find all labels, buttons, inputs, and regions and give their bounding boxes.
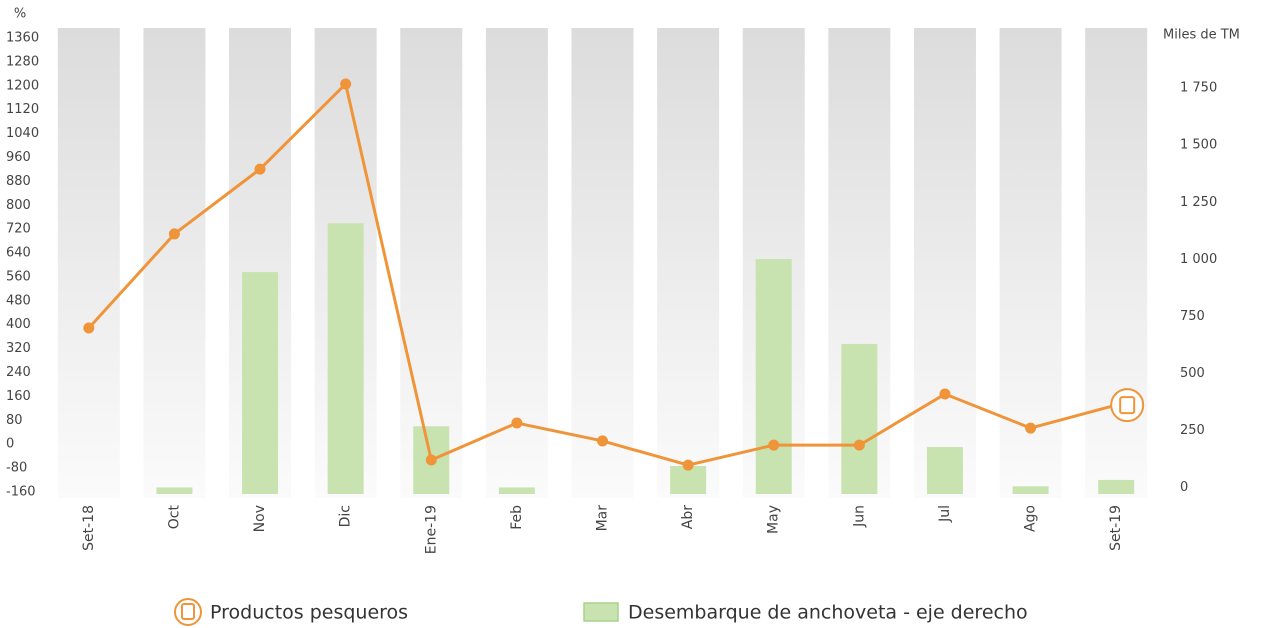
x-tick-label: Set-18 [81, 505, 97, 551]
x-tick-label: Ago [1023, 505, 1039, 532]
x-tick-label: Abr [680, 505, 696, 529]
x-tick-label: Jun [851, 505, 867, 528]
y2-tick-label: 500 [1180, 366, 1205, 381]
y2-tick-label: 1 250 [1180, 195, 1217, 210]
bar [926, 447, 963, 494]
legend-icon [583, 602, 619, 622]
bar [242, 272, 279, 494]
x-tick-label: Jul [937, 505, 953, 523]
column-background [143, 28, 206, 498]
y-tick-label: 1360 [6, 31, 39, 46]
bar [670, 465, 707, 494]
x-tick-label: Nov [252, 505, 268, 532]
column-background [400, 28, 463, 498]
point [939, 388, 951, 400]
y-tick-label: 720 [6, 222, 31, 237]
end-marker [1110, 388, 1145, 423]
point [340, 78, 352, 90]
point [682, 459, 694, 471]
point [597, 435, 608, 447]
legend-label: Desembarque de anchoveta - eje derecho [628, 602, 1028, 624]
y-tick-label: 560 [6, 269, 31, 284]
y2-tick-label: 250 [1180, 423, 1205, 438]
y2-axis-label: Miles de TM [1163, 28, 1240, 43]
point [853, 439, 865, 451]
point [168, 228, 180, 240]
point [511, 417, 523, 429]
x-tick-label: May [766, 505, 782, 534]
point [1025, 422, 1037, 434]
legend-label: Productos pesqueros [210, 602, 408, 624]
y-tick-label: 640 [6, 246, 31, 261]
y-tick-label: 1040 [6, 126, 39, 141]
y2-tick-label: 1 750 [1180, 81, 1217, 96]
x-tick-label: Mar [595, 505, 611, 532]
column-backgrounds [57, 28, 1148, 498]
x-tick-label: Dic [338, 505, 354, 527]
point [83, 322, 95, 334]
y-tick-label: 80 [6, 413, 23, 428]
bar [327, 223, 364, 494]
y-tick-label: 320 [6, 341, 31, 356]
y-tick-label: 1280 [6, 54, 39, 69]
bar [156, 487, 193, 494]
y-axis-label: % [14, 7, 26, 22]
point [425, 454, 437, 466]
y2-tick-label: 0 [1180, 480, 1188, 495]
y-tick-label: 1200 [6, 78, 39, 93]
y-tick-label: 0 [6, 437, 14, 452]
x-tick-label: Set-19 [1108, 505, 1124, 551]
column-background [1085, 28, 1148, 498]
y-tick-label: 1120 [6, 102, 39, 117]
y-tick-label: -80 [6, 461, 27, 476]
y-tick-label: -160 [6, 485, 36, 500]
y2-tick-label: 750 [1180, 309, 1205, 324]
y-tick-label: 880 [6, 174, 31, 189]
bar [1098, 479, 1135, 494]
bar [1012, 486, 1049, 494]
bar [498, 487, 535, 494]
column-background [571, 28, 634, 498]
point [768, 439, 780, 451]
column-background [913, 28, 976, 498]
y-tick-label: 400 [6, 317, 31, 332]
legend-icon [174, 598, 202, 626]
x-tick-label: Feb [509, 505, 525, 530]
x-tick-label: Ene-19 [423, 505, 439, 554]
can-icon [1119, 396, 1136, 415]
y-tick-label: 240 [6, 365, 31, 380]
y-tick-label: 960 [6, 150, 31, 165]
bar [841, 343, 878, 494]
x-tick-label: Oct [166, 505, 182, 530]
y2-tick-label: 1 500 [1180, 138, 1217, 153]
y-tick-label: 480 [6, 293, 31, 308]
point [254, 163, 266, 175]
legend-icon-inner [181, 603, 195, 620]
y-tick-label: 160 [6, 389, 31, 404]
y-tick-label: 800 [6, 198, 31, 213]
column-background [57, 28, 120, 498]
column-background [657, 28, 720, 498]
bar [755, 259, 792, 494]
y2-tick-label: 1 000 [1180, 252, 1217, 267]
